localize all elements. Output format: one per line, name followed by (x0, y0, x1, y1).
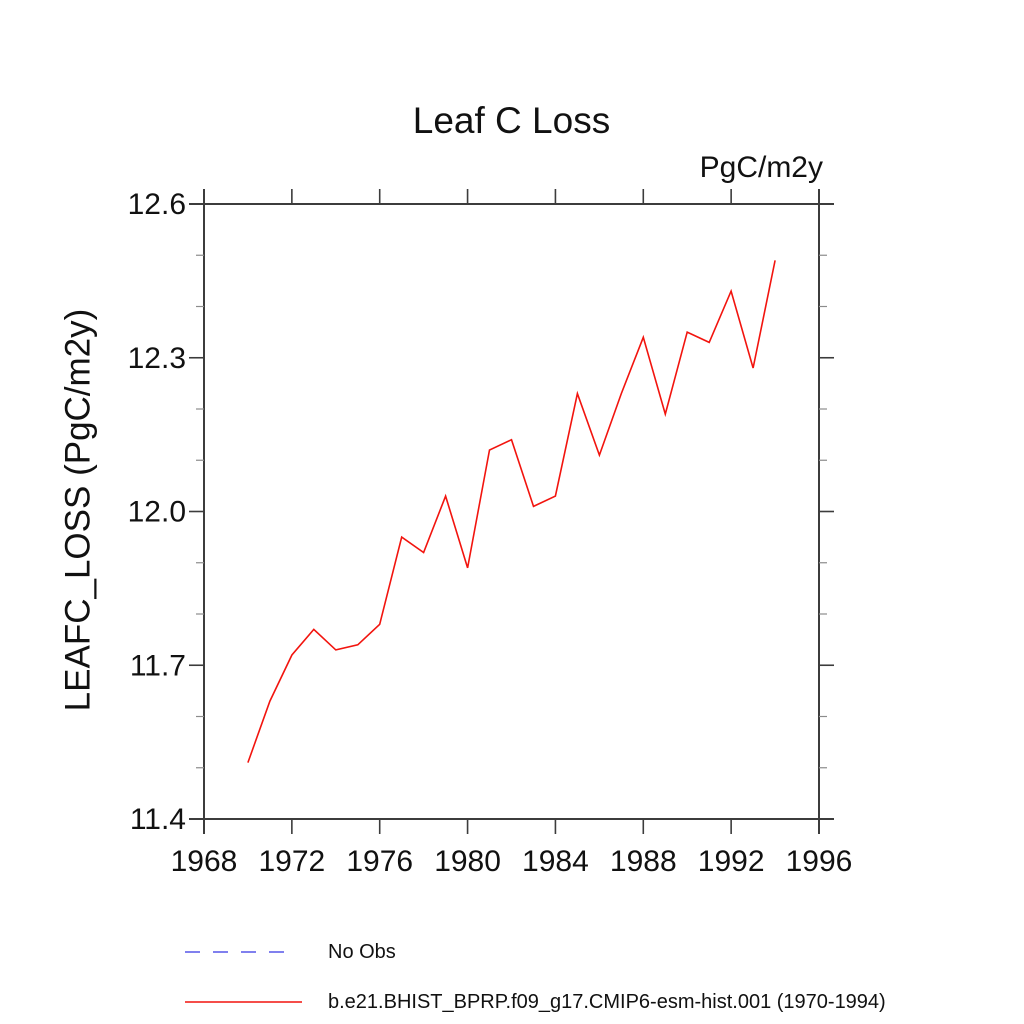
x-tick-label: 1980 (434, 845, 501, 878)
x-tick-label: 1996 (786, 845, 853, 878)
x-tick-label: 1992 (698, 845, 765, 878)
x-tick-label: 1988 (610, 845, 677, 878)
x-tick-label: 1972 (258, 845, 325, 878)
x-tick-label: 1968 (171, 845, 238, 878)
data-line-series-0 (247, 260, 776, 763)
y-tick-label: 12.3 (128, 342, 186, 375)
y-tick-label: 11.4 (130, 803, 186, 836)
x-tick-label: 1984 (522, 845, 589, 878)
x-tick-label: 1976 (346, 845, 413, 878)
y-tick-label: 12.6 (128, 188, 186, 221)
units-label: PgC/m2y (699, 151, 823, 184)
y-tick-label: 11.7 (130, 649, 186, 682)
y-tick-label: 12.0 (128, 496, 186, 529)
chart-title: Leaf C Loss (412, 100, 611, 141)
